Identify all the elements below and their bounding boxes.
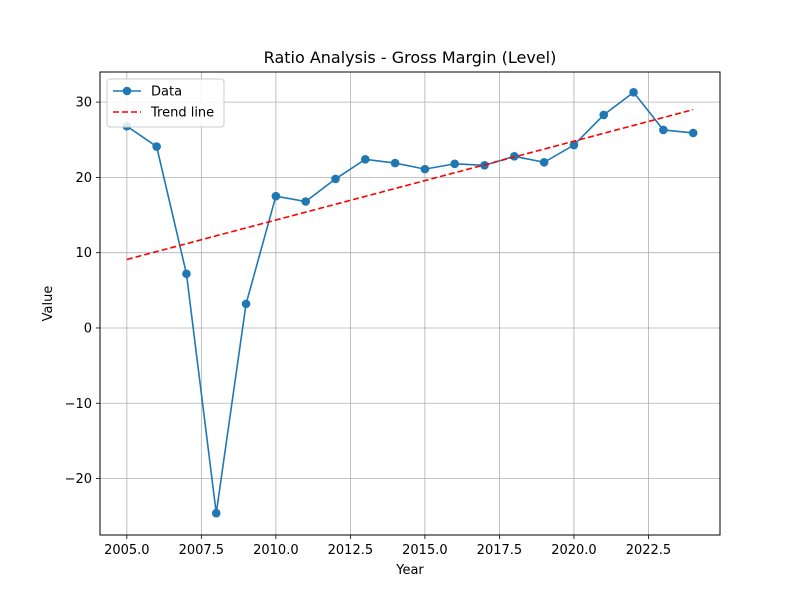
data-point	[629, 88, 638, 97]
y-axis-title: Value	[41, 286, 56, 322]
x-axis-title: Year	[395, 563, 424, 578]
x-axis-ticks: 2005.0 2007.5 2010.0 2012.5 2015.0 2017.5 2020…	[104, 535, 671, 558]
y-tick-label: 20	[75, 171, 92, 186]
x-tick-label: 2022.5	[626, 543, 672, 558]
data-point	[271, 191, 281, 201]
series-line	[126, 108, 694, 261]
x-tick-label: 2005.0	[104, 543, 150, 558]
x-tick-label: 2012.5	[328, 543, 374, 558]
chart-title: Ratio Analysis - Gross Margin (Level)	[264, 48, 557, 67]
data-point	[331, 174, 340, 184]
data-point	[182, 269, 191, 279]
x-tick-label: 2007.5	[179, 543, 225, 558]
y-tick-label: 10	[75, 246, 92, 261]
grid	[100, 72, 720, 535]
data-point	[599, 110, 609, 120]
y-tick-label: 0	[84, 321, 92, 336]
legend-label: Trend line	[150, 106, 214, 121]
data-point	[450, 159, 460, 169]
series-line	[126, 91, 694, 514]
data-point	[659, 125, 668, 135]
legend-marker	[122, 86, 132, 96]
y-axis-ticks: −20 −10 0 10 20 30	[65, 96, 100, 487]
data-point	[211, 508, 221, 518]
data-point	[390, 158, 400, 168]
data-point	[360, 155, 370, 164]
legend: Data Trend line	[106, 78, 225, 128]
legend-label: Data	[151, 85, 182, 100]
x-tick-label: 2015.0	[402, 543, 448, 558]
data-point	[301, 197, 310, 206]
data-point	[152, 142, 161, 151]
y-tick-label: −10	[65, 397, 92, 412]
x-tick-label: 2010.0	[253, 543, 299, 558]
data-point	[241, 299, 251, 309]
plot-series	[122, 88, 698, 518]
data-point	[569, 140, 579, 150]
y-tick-label: −20	[65, 472, 92, 487]
x-tick-label: 2017.5	[477, 543, 523, 558]
plot-area-frame	[99, 71, 721, 536]
y-tick-label: 30	[75, 96, 92, 111]
data-point	[688, 128, 698, 138]
x-tick-label: 2020.0	[551, 543, 597, 558]
data-point	[420, 164, 430, 174]
data-point	[539, 158, 549, 167]
